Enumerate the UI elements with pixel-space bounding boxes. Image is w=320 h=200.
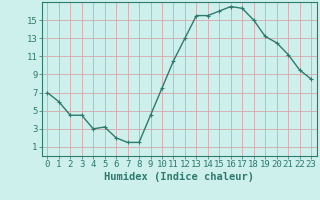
X-axis label: Humidex (Indice chaleur): Humidex (Indice chaleur) (104, 172, 254, 182)
